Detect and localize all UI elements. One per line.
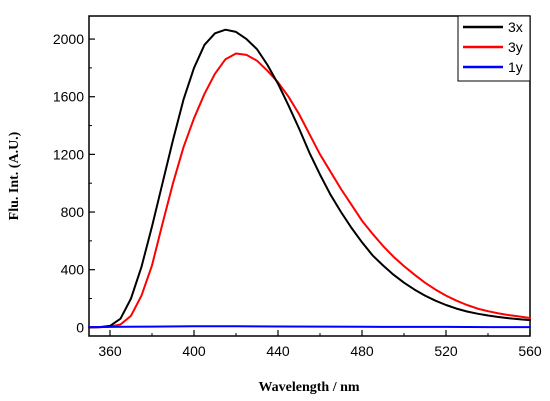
legend: 3x 3y 1y [457,15,531,82]
x-tick-label: 480 [350,343,374,359]
x-tick-label: 360 [98,343,122,359]
series-lines [88,28,531,329]
y-axis-title: Flu. Int. (A.U.) [7,131,22,220]
y-tick-label: 800 [61,204,85,220]
x-axis-title: Wavelength / nm [258,380,359,395]
series-line-1y [88,325,531,329]
y-tick-label: 400 [61,262,85,278]
legend-label-3y: 3y [508,39,523,55]
y-tick-label: 1200 [53,146,84,162]
y-tick-label: 1600 [53,89,84,105]
x-tick-label: 440 [266,343,290,359]
legend-label-1y: 1y [508,59,523,75]
x-tick-label: 520 [434,343,458,359]
y-tick-label: 2000 [53,31,84,47]
plot-frame [88,15,531,337]
series-line-3y [88,52,531,329]
x-tick-label: 560 [518,343,542,359]
x-ticks: 360 400 440 480 520 560 [98,330,542,359]
series-line-3x [88,28,531,329]
legend-label-3x: 3x [508,19,523,35]
y-tick-label: 0 [76,319,84,335]
x-tick-label: 400 [182,343,206,359]
